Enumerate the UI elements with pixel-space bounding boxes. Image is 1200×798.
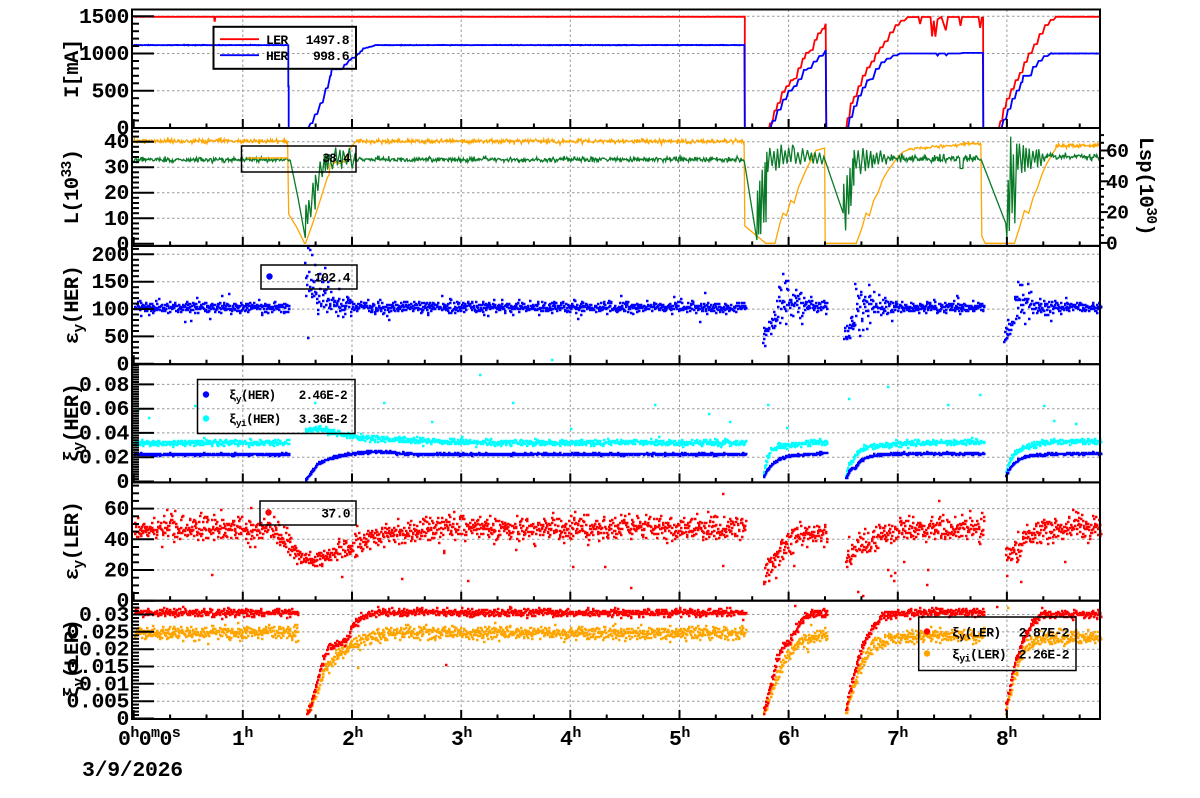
svg-text:Lsp(1030): Lsp(1030) xyxy=(1133,137,1158,235)
svg-text:0h0m0s: 0h0m0s xyxy=(118,725,181,752)
svg-text:L(1033): L(1033) xyxy=(60,150,85,225)
svg-text:0.025: 0.025 xyxy=(66,621,129,645)
svg-text:LER: LER xyxy=(266,33,288,48)
svg-text:40: 40 xyxy=(1106,172,1129,194)
svg-text:37.0: 37.0 xyxy=(321,507,351,522)
svg-text:0: 0 xyxy=(116,353,129,377)
svg-text:50: 50 xyxy=(104,326,129,350)
svg-text:ξy(LER): ξy(LER) xyxy=(952,626,1001,644)
svg-text:2.46E-2: 2.46E-2 xyxy=(299,389,347,403)
svg-text:0.02: 0.02 xyxy=(79,639,129,663)
svg-text:40: 40 xyxy=(104,529,129,553)
svg-text:0: 0 xyxy=(116,708,129,732)
svg-text:ξy(HER): ξy(HER) xyxy=(229,389,276,405)
svg-text:102.4: 102.4 xyxy=(314,271,351,286)
svg-text:1497.8: 1497.8 xyxy=(306,33,350,48)
svg-text:0: 0 xyxy=(1106,233,1117,255)
svg-text:I[mA]: I[mA] xyxy=(62,40,85,99)
svg-text:1000: 1000 xyxy=(79,43,129,67)
svg-text:0.04: 0.04 xyxy=(79,422,130,446)
svg-text:30: 30 xyxy=(104,157,129,181)
svg-text:0: 0 xyxy=(116,471,129,495)
svg-text:0.005: 0.005 xyxy=(66,691,129,715)
svg-text:20: 20 xyxy=(104,560,129,584)
svg-text:3.36E-2: 3.36E-2 xyxy=(299,413,347,427)
svg-text:20: 20 xyxy=(1106,203,1129,225)
svg-text:0: 0 xyxy=(116,118,129,142)
svg-text:0.03: 0.03 xyxy=(79,604,129,628)
svg-text:10: 10 xyxy=(104,208,129,232)
svg-text:150: 150 xyxy=(91,271,129,295)
svg-text:2.87E-2: 2.87E-2 xyxy=(1019,626,1070,641)
svg-text:38.4: 38.4 xyxy=(322,152,351,166)
svg-text:3/9/2026: 3/9/2026 xyxy=(82,759,183,783)
svg-text:60: 60 xyxy=(1106,141,1129,163)
svg-text:ξy(HER): ξy(HER) xyxy=(62,384,88,462)
svg-text:0.015: 0.015 xyxy=(66,656,129,680)
svg-text:200: 200 xyxy=(91,244,129,268)
svg-text:100: 100 xyxy=(91,299,129,323)
svg-text:0: 0 xyxy=(116,590,129,614)
svg-text:0.08: 0.08 xyxy=(79,374,129,398)
svg-text:0: 0 xyxy=(116,233,129,257)
svg-text:0.06: 0.06 xyxy=(79,398,129,422)
svg-text:HER: HER xyxy=(266,49,288,64)
svg-text:60: 60 xyxy=(104,498,129,522)
svg-text:998.6: 998.6 xyxy=(313,49,350,64)
svg-text:40: 40 xyxy=(104,131,129,155)
svg-text:0.02: 0.02 xyxy=(79,447,129,471)
svg-text:0.01: 0.01 xyxy=(79,673,129,697)
svg-text:2.26E-2: 2.26E-2 xyxy=(1019,648,1070,663)
svg-text:20: 20 xyxy=(104,182,129,206)
svg-text:500: 500 xyxy=(91,80,129,104)
svg-text:1500: 1500 xyxy=(79,6,129,30)
